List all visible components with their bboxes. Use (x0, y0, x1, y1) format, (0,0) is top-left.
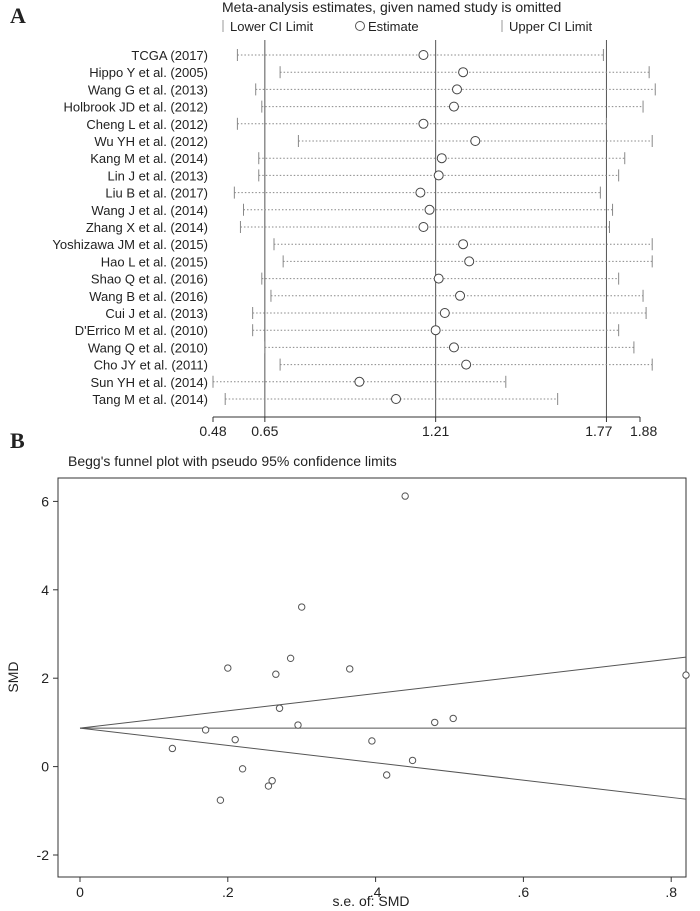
estimate-point (439, 308, 450, 318)
x-axis-title: s.e. of: SMD (332, 893, 409, 909)
estimate-point (448, 101, 459, 112)
x-tick-label: 0.65 (251, 423, 278, 439)
legend-estimate-label: Estimate (368, 19, 419, 34)
study-point (216, 796, 225, 804)
study-label: Zhang X et al. (2014) (86, 220, 208, 235)
estimate-point (424, 204, 435, 215)
study-point (168, 744, 177, 753)
estimate-point (470, 136, 481, 146)
study-point (408, 756, 417, 765)
x-tick-label: .8 (665, 884, 677, 900)
study-label: Liu B et al. (2017) (105, 186, 208, 201)
study-point (401, 492, 409, 500)
study-point (231, 735, 239, 744)
study-label: Hao L et al. (2015) (101, 254, 208, 269)
study-label: Hippo Y et al. (2005) (89, 65, 208, 80)
legend-lower-label: Lower CI Limit (230, 19, 313, 34)
study-point (264, 782, 273, 790)
y-tick-label: 0 (41, 759, 49, 775)
estimate-point (418, 118, 429, 129)
x-tick-label: .4 (370, 884, 382, 900)
y-tick-label: -2 (37, 847, 50, 863)
sensitivity-plot: Meta-analysis estimates, given named stu… (52, 0, 657, 439)
study-point (298, 603, 306, 611)
x-tick-label: .6 (518, 884, 530, 900)
study-label: Sun YH et al. (2014) (90, 375, 208, 390)
study-label: Cheng L et al. (2012) (86, 117, 208, 132)
panel-label-b: B (10, 428, 25, 453)
plot-b-title: Begg's funnel plot with pseudo 95% confi… (68, 453, 397, 469)
x-tick-label: 1.77 (585, 423, 612, 439)
study-point (272, 670, 280, 678)
estimate-point (458, 239, 469, 250)
study-label: D'Errico M et al. (2010) (75, 323, 208, 338)
legend-upper-label: Upper CI Limit (509, 19, 592, 34)
funnel-plot: Begg's funnel plot with pseudo 95% confi… (5, 453, 690, 909)
study-label: TCGA (2017) (131, 48, 208, 63)
plot-b-frame (57, 477, 687, 878)
estimate-point (418, 50, 429, 60)
study-point (224, 664, 232, 672)
study-point (449, 714, 457, 723)
study-label: Yoshizawa JM et al. (2015) (52, 237, 208, 252)
study-label: Kang M et al. (2014) (90, 151, 208, 166)
study-label: Wang G et al. (2013) (88, 82, 208, 97)
x-tick-label: 0.48 (199, 423, 226, 439)
study-point (368, 737, 376, 745)
study-label: Cui J et al. (2013) (105, 306, 208, 321)
estimate-point (418, 222, 429, 232)
x-tick-label: 1.88 (630, 423, 657, 439)
lower-confidence-limit (79, 727, 687, 800)
estimate-point (433, 170, 444, 181)
estimate-point (436, 153, 447, 164)
study-label: Holbrook JD et al. (2012) (63, 100, 208, 115)
x-tick-label: 1.21 (422, 423, 449, 439)
y-tick-label: 4 (41, 582, 49, 598)
upper-confidence-limit (79, 656, 687, 729)
study-point (294, 721, 302, 729)
x-tick-label: .2 (222, 884, 234, 900)
study-label: Wang J et al. (2014) (91, 203, 208, 218)
study-label: Wang B et al. (2016) (89, 289, 208, 304)
panel-label-a: A (10, 3, 26, 28)
estimate-point (354, 376, 365, 387)
study-point (201, 726, 210, 734)
study-point (238, 765, 247, 773)
estimate-point (415, 187, 426, 198)
estimate-point (448, 342, 459, 353)
estimate-point (452, 84, 462, 95)
y-tick-label: 6 (41, 493, 49, 509)
estimate-point (430, 325, 441, 336)
study-label: Wu YH et al. (2012) (94, 134, 208, 149)
study-label: Tang M et al. (2014) (92, 392, 208, 407)
study-point (286, 654, 295, 663)
study-label: Wang Q et al. (2010) (88, 340, 208, 355)
estimate-point (391, 394, 401, 404)
estimate-point (455, 290, 466, 301)
study-point (346, 665, 354, 673)
x-tick-label: 0 (76, 884, 84, 900)
study-label: Shao Q et al. (2016) (91, 272, 208, 287)
estimate-point (458, 67, 469, 78)
study-point (268, 777, 276, 785)
study-point (682, 671, 690, 679)
estimate-point (464, 256, 475, 267)
y-axis-title: SMD (5, 661, 21, 692)
study-label: Lin J et al. (2013) (108, 168, 208, 183)
estimate-point (461, 359, 472, 370)
plot-a-title: Meta-analysis estimates, given named stu… (222, 0, 561, 15)
study-point (382, 771, 391, 779)
study-label: Cho JY et al. (2011) (94, 358, 208, 373)
study-point (431, 718, 439, 727)
y-tick-label: 2 (41, 670, 49, 686)
legend-estimate-marker (355, 21, 365, 31)
study-point (275, 704, 284, 712)
estimate-point (433, 273, 444, 284)
